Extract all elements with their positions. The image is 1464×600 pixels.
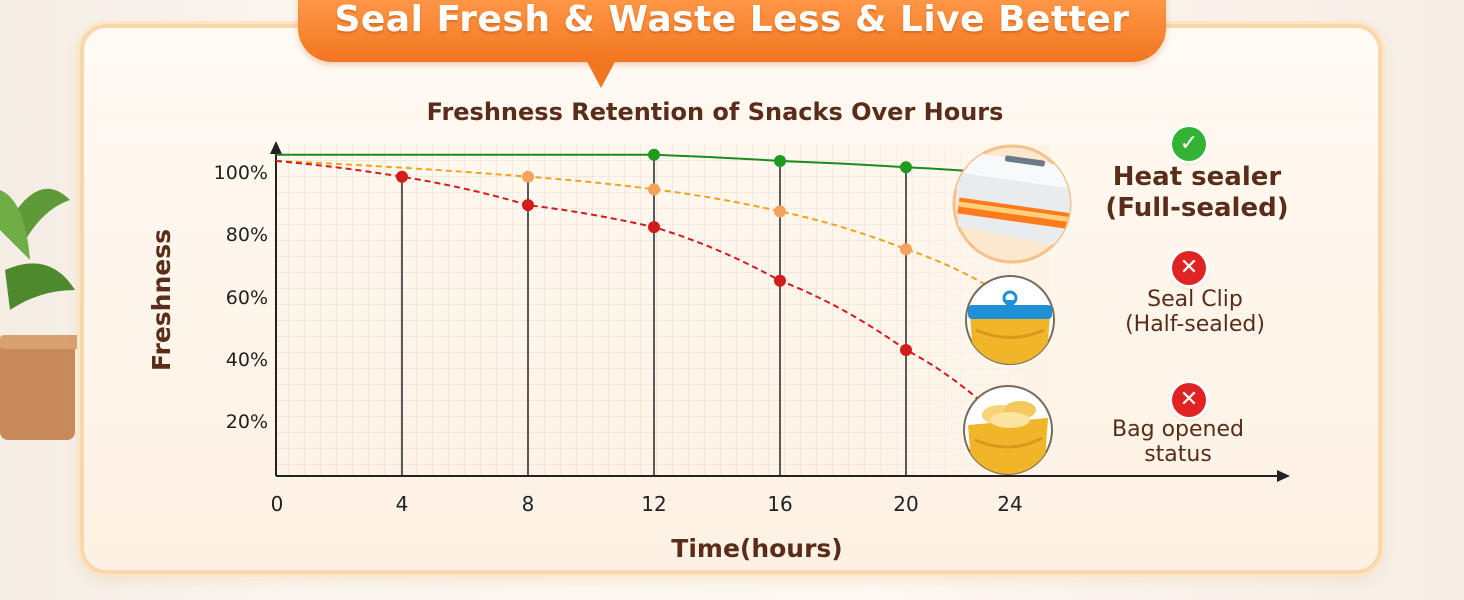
legend-seal-clip: Seal Clip (Half-sealed) <box>1085 287 1305 337</box>
plant-illustration <box>0 188 80 440</box>
legend-bag-opened: Bag opened status <box>1078 417 1278 467</box>
check-icon: ✓ <box>1172 127 1206 161</box>
legend-clip-line2: (Half-sealed) <box>1125 312 1265 337</box>
data-point-1-8 <box>522 170 534 183</box>
x-tick-label: 24 <box>997 492 1022 516</box>
y-tick-label: 100% <box>214 162 268 184</box>
x-tick-label: 12 <box>641 492 666 516</box>
data-point-0-16 <box>774 155 786 167</box>
legend-clip-line1: Seal Clip <box>1147 287 1243 312</box>
data-point-2-20 <box>900 344 912 356</box>
data-point-1-20 <box>900 243 912 256</box>
data-point-0-12 <box>648 148 660 161</box>
opened-bag-image <box>963 385 1053 475</box>
data-point-2-12 <box>648 221 660 234</box>
y-tick-label: 60% <box>226 287 268 309</box>
x-tick-label: 8 <box>522 492 535 516</box>
y-tick-label: 80% <box>226 224 268 246</box>
data-point-2-8 <box>522 199 534 212</box>
data-point-1-12 <box>648 183 660 196</box>
x-tick-label: 4 <box>396 492 409 516</box>
seal-clip-image <box>965 275 1055 365</box>
grid-background <box>276 145 1050 476</box>
y-axis-title: Freshness <box>147 229 176 371</box>
chart-title: Freshness Retention of Snacks Over Hours <box>426 98 1004 126</box>
data-point-2-4 <box>396 170 408 183</box>
banner-title: Seal Fresh & Waste Less & Live Better <box>334 0 1130 40</box>
x-tick-label: 16 <box>767 492 792 516</box>
x-axis-arrow <box>1277 470 1290 482</box>
x-tick-label: 20 <box>893 492 918 516</box>
banner <box>298 0 1166 62</box>
data-point-2-16 <box>774 274 786 287</box>
y-axis-arrow <box>270 141 282 154</box>
legend-bag-line1: Bag opened <box>1112 417 1244 442</box>
legend-heat-line2: (Full-sealed) <box>1105 193 1289 223</box>
data-point-0-20 <box>900 161 912 174</box>
y-tick-label: 20% <box>226 411 268 433</box>
x-tick-label: 0 <box>271 492 284 516</box>
cross-icon: ✕ <box>1172 383 1206 417</box>
heat-sealer-image <box>952 144 1072 264</box>
y-tick-label: 40% <box>226 349 268 371</box>
data-point-1-16 <box>774 205 786 218</box>
banner-pointer <box>585 58 617 88</box>
legend-heat-sealer: Heat sealer (Full-sealed) <box>1082 162 1312 224</box>
cross-icon: ✕ <box>1172 251 1206 285</box>
grid-fade <box>276 145 1050 476</box>
legend-heat-line1: Heat sealer <box>1112 162 1282 192</box>
x-axis-title: Time(hours) <box>671 534 842 563</box>
legend-bag-line2: status <box>1144 442 1212 467</box>
series-line-0 <box>275 153 1001 175</box>
